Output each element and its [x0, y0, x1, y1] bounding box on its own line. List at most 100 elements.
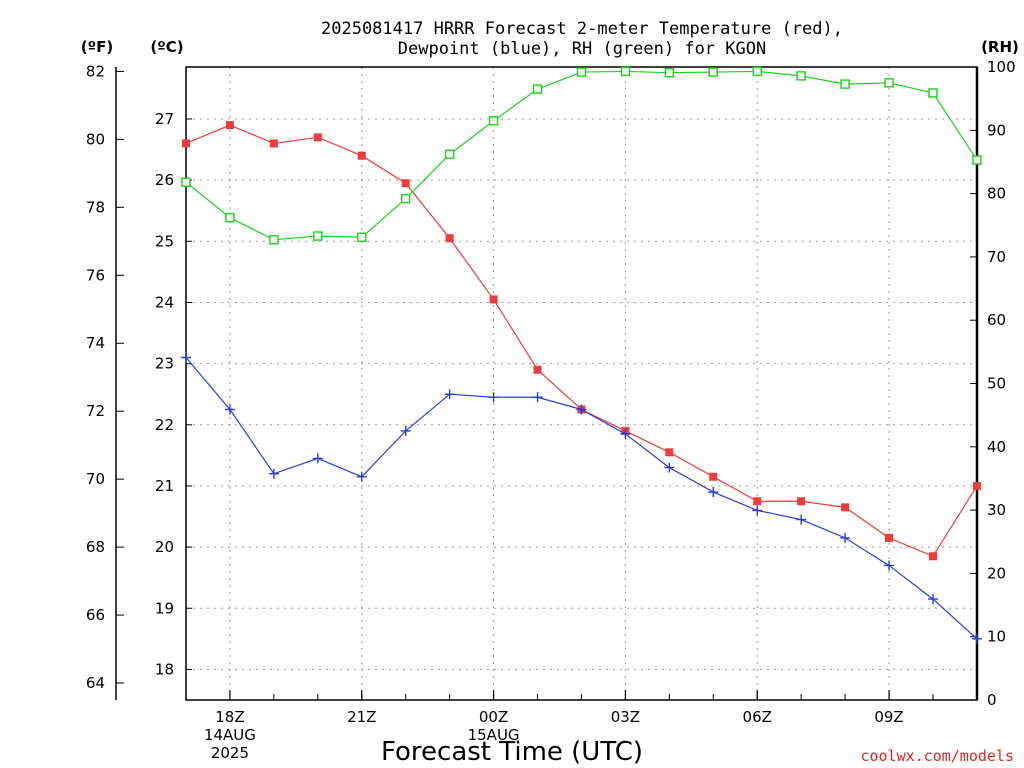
rh-point: [664, 67, 675, 78]
fahrenheit-tick-label: 70: [86, 470, 105, 488]
fahrenheit-tick-label: 78: [86, 198, 105, 216]
dewpoint-point: [224, 404, 235, 415]
dewpoint-series: [181, 352, 982, 644]
rh-point: [269, 235, 279, 245]
dewpoint-point: [796, 514, 807, 525]
temperature-point: [489, 295, 498, 304]
celsius-tick-label: 18: [155, 660, 174, 678]
rh-point: [928, 88, 938, 98]
chart-title-line1: 2025081417 HRRR Forecast 2-meter Tempera…: [321, 19, 843, 39]
rh-tick-label: 20: [987, 564, 1006, 582]
celsius-tick-label: 20: [155, 538, 174, 556]
fahrenheit-tick-label: 80: [86, 130, 105, 148]
rh-point: [752, 66, 762, 77]
dewpoint-point: [971, 633, 982, 644]
chart-title-line2: Dewpoint (blue), RH (green) for KGON: [398, 39, 766, 59]
rh-point: [708, 67, 718, 77]
temperature-point: [797, 497, 806, 506]
rh-point: [401, 193, 411, 204]
dewpoint-point: [268, 468, 279, 479]
dewpoint-point: [356, 471, 367, 482]
temperature-point: [972, 481, 981, 490]
rh-point: [972, 155, 982, 165]
fahrenheit-tick-label: 64: [86, 674, 105, 692]
temperature-point: [928, 552, 937, 561]
rh-unit-label: (RH): [981, 38, 1019, 56]
celsius-tick-label: 27: [155, 110, 174, 128]
rh-point: [357, 232, 367, 242]
dewpoint-point: [884, 560, 895, 571]
rh-point: [620, 66, 631, 77]
rh-point: [181, 177, 191, 187]
temperature-point: [665, 448, 674, 457]
grid-lines: [186, 67, 977, 700]
rh-point: [313, 231, 323, 241]
fahrenheit-tick-label: 68: [86, 538, 105, 556]
temperature-point: [313, 133, 322, 142]
x-tick-label: 21Z: [347, 708, 376, 726]
rh-point: [576, 67, 587, 77]
celsius-tick-label: 23: [155, 355, 174, 373]
x-tick-label: 06Z: [743, 708, 772, 726]
celsius-tick-label: 19: [155, 599, 174, 617]
temperature-point: [445, 234, 454, 243]
x-tick-label: 15AUG: [468, 726, 520, 744]
rh-line: [185, 70, 978, 241]
celsius-tick-label: 21: [155, 477, 174, 495]
rh-point: [488, 116, 499, 126]
rh-point: [840, 79, 850, 89]
source-credit: coolwx.com/models: [860, 747, 1014, 765]
dewpoint-point: [400, 425, 411, 436]
axes: 64 66 68 70 72 74 76 78 80 82 18 19 20 21 22 23 24 25 26 27…: [86, 58, 1016, 709]
temperature-point: [225, 121, 234, 130]
temperature-point: [269, 139, 278, 148]
x-axis-label: Forecast Time (UTC): [381, 737, 643, 767]
rh-tick-label: 50: [987, 375, 1006, 393]
rh-tick-label: 100: [987, 58, 1016, 76]
celsius-tick-label: 26: [155, 171, 174, 189]
rh-point: [884, 78, 894, 88]
rh-point: [796, 71, 806, 81]
temperature-point: [841, 503, 850, 512]
dewpoint-point: [488, 392, 499, 403]
rh-point: [225, 212, 235, 223]
rh-tick-label: 90: [987, 121, 1006, 139]
dewpoint-point: [181, 352, 191, 363]
fahrenheit-unit-label: (ºF): [81, 38, 113, 56]
rh-tick-label: 70: [987, 248, 1006, 266]
x-tick-label: 03Z: [611, 708, 640, 726]
fahrenheit-tick-label: 72: [86, 402, 105, 420]
dewpoint-point: [312, 453, 323, 464]
rh-tick-label: 10: [987, 628, 1006, 646]
plot-frame: [185, 66, 978, 701]
temperature-line: [185, 124, 978, 558]
rh-tick-label: 60: [987, 311, 1006, 329]
x-tick-label: 18Z: [215, 708, 244, 726]
rh-tick-label: 0: [987, 691, 997, 709]
temperature-point: [182, 139, 190, 148]
dewpoint-point: [576, 404, 587, 415]
dewpoint-point: [927, 594, 938, 605]
dewpoint-point: [620, 428, 631, 439]
temperature-point: [533, 365, 542, 374]
x-tick-label: 2025: [211, 744, 249, 762]
celsius-tick-label: 25: [155, 232, 174, 250]
dewpoint-line: [185, 357, 978, 640]
dewpoint-point: [708, 487, 719, 498]
fahrenheit-tick-label: 66: [86, 606, 105, 624]
dewpoint-point: [840, 532, 851, 543]
x-tick-label: 14AUG: [204, 726, 256, 744]
data-series: [181, 66, 982, 644]
rh-tick-label: 80: [987, 185, 1006, 203]
dewpoint-point: [532, 392, 543, 403]
celsius-tick-label: 24: [155, 293, 174, 311]
temperature-point: [885, 533, 894, 542]
rh-tick-label: 40: [987, 438, 1006, 456]
temperature-series: [182, 121, 981, 561]
temperature-point: [709, 472, 718, 481]
celsius-unit-label: (ºC): [150, 38, 183, 56]
temperature-point: [401, 179, 410, 188]
rh-series: [181, 66, 982, 245]
